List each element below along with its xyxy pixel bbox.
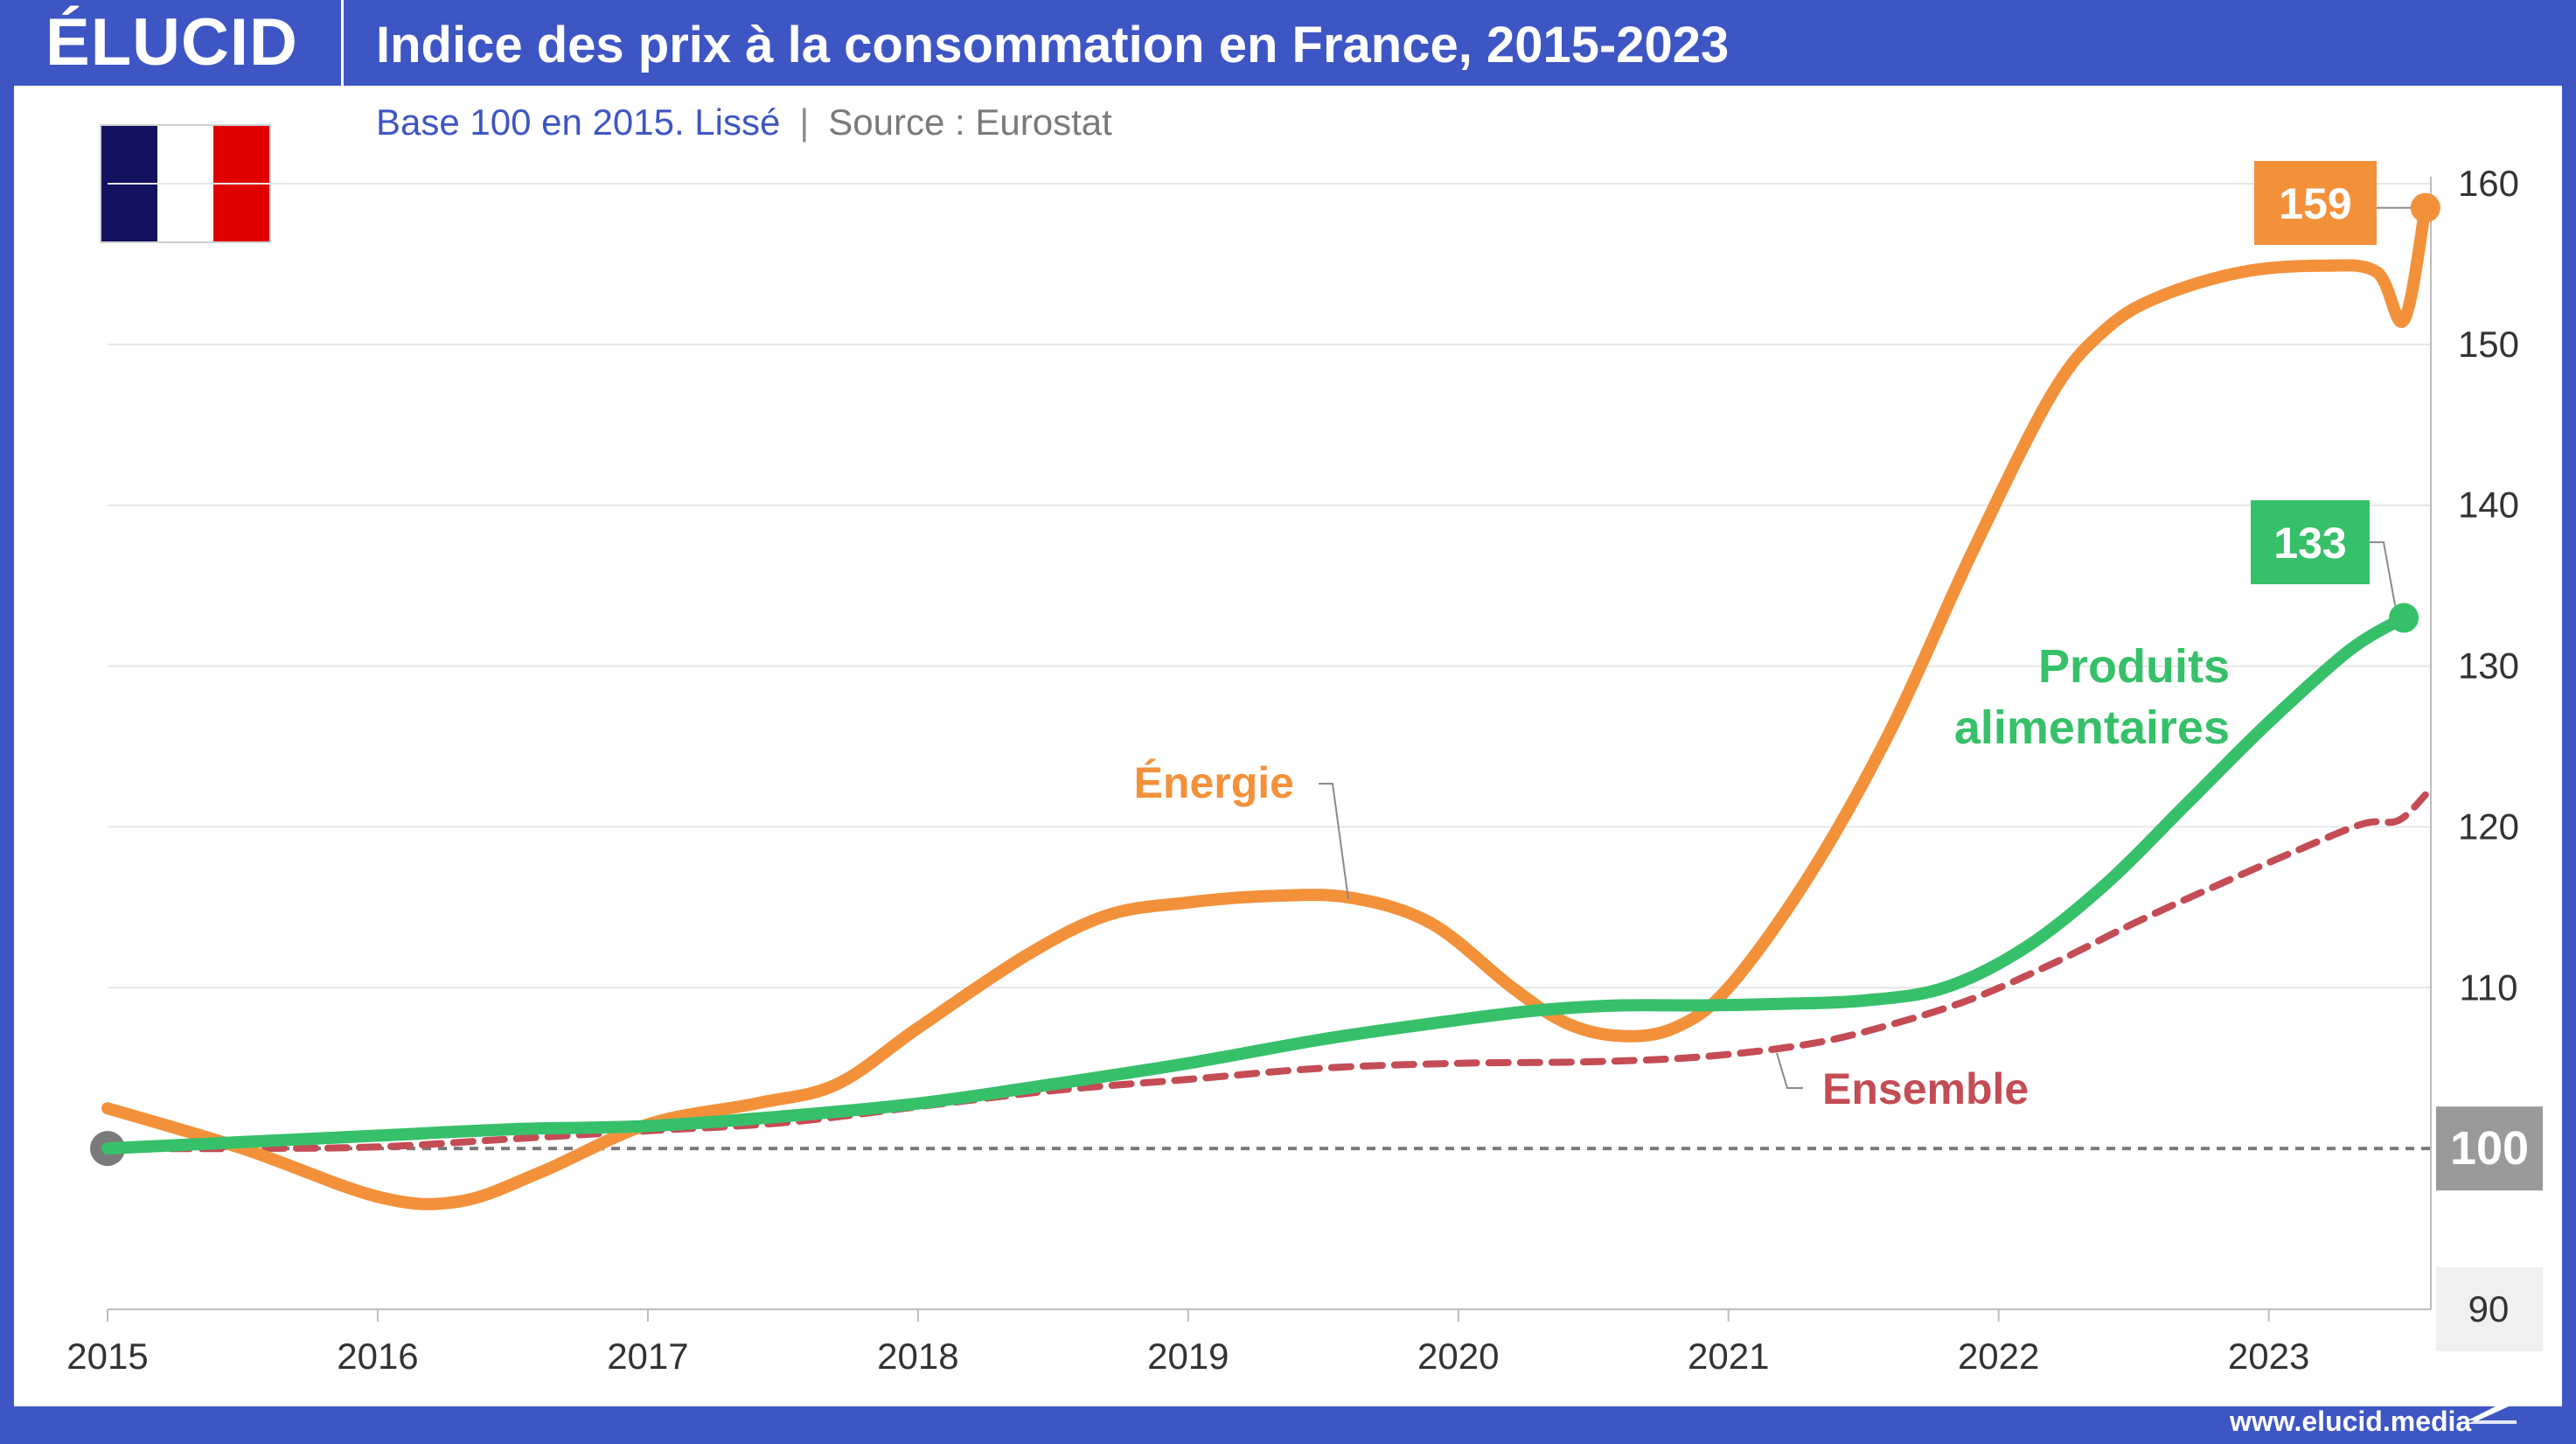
reference-label: 100 [2450, 1122, 2529, 1175]
reference-label-box [2436, 1106, 2543, 1191]
y-tick-label-110: 110 [2460, 966, 2518, 1008]
annotation-ensemble: Ensemble [1822, 1064, 2029, 1113]
x-tick-label-2023: 2023 [2228, 1336, 2309, 1377]
chart-title: Indice des prix à la consommation en Fra… [376, 17, 1730, 73]
header-divider [341, 0, 344, 86]
annotation-alimentaires-line2: alimentaires [1954, 701, 2230, 754]
header-bar: ÉLUCID Indice des prix à la consommation… [0, 0, 2576, 86]
annotation-alimentaires-line1: Produits [2038, 640, 2230, 693]
y-tick-box-90 [2436, 1267, 2543, 1351]
subtitle-separator: | [799, 101, 810, 143]
x-tick-label-2019: 2019 [1147, 1336, 1229, 1377]
x-tick-label-2017: 2017 [607, 1336, 688, 1377]
series-line-alimentaires [101, 611, 2411, 1155]
grid-lines [108, 183, 2431, 989]
chart-labels: 100 159 133 Énergie Produits alimentaires Ense… [1134, 161, 2543, 1191]
series-end-dot-alimentaires [2389, 603, 2419, 633]
series-end-label-alimentaires: 133 [2273, 519, 2346, 568]
y-tick-label-160: 160 [2458, 163, 2519, 204]
annotation-energie-leader [1319, 783, 1349, 900]
elucid-logo: ÉLUCID [45, 5, 298, 80]
y-tick-label-90: 90 [2468, 1288, 2510, 1329]
y-tick-label-150: 150 [2458, 324, 2519, 365]
annotation-ensemble-leader [1776, 1052, 1803, 1089]
series-end-dot-energie [2410, 192, 2440, 223]
footer-url: www.elucid.media [2230, 1406, 2472, 1437]
x-tick-label-2018: 2018 [877, 1336, 958, 1377]
series-end-label-box-alimentaires [2251, 500, 2370, 584]
series-end-label-box-energie [2254, 161, 2377, 245]
series-lines [90, 201, 2448, 1210]
alimentaires-leader [2370, 541, 2397, 606]
y-tick-label-120: 120 [2458, 806, 2519, 847]
x-tick-label-2015: 2015 [66, 1336, 148, 1377]
x-tick-label-2021: 2021 [1688, 1336, 1769, 1377]
series-line-ensemble [104, 791, 2429, 1153]
subtitle-base: Base 100 en 2015. Lissé [376, 101, 781, 143]
x-tick-label-2020: 2020 [1417, 1336, 1499, 1377]
y-tick-label-140: 140 [2458, 485, 2519, 526]
axes: 90 110 120 130 140 150 160 2015 2016 2017 2018 2019… [66, 163, 2543, 1377]
series-end-label-energie: 159 [2279, 179, 2351, 228]
elucid-mark-icon [2468, 1396, 2517, 1424]
x-tick-label-2022: 2022 [1958, 1336, 2039, 1377]
chart-subtitle: Base 100 en 2015. Lissé | Source : Eurosta… [376, 96, 1112, 149]
annotation-energie: Énergie [1134, 758, 1294, 807]
x-tick-label-2016: 2016 [337, 1336, 418, 1377]
y-tick-label-130: 130 [2458, 645, 2519, 687]
subtitle-source: Source : Eurostat [828, 101, 1112, 143]
